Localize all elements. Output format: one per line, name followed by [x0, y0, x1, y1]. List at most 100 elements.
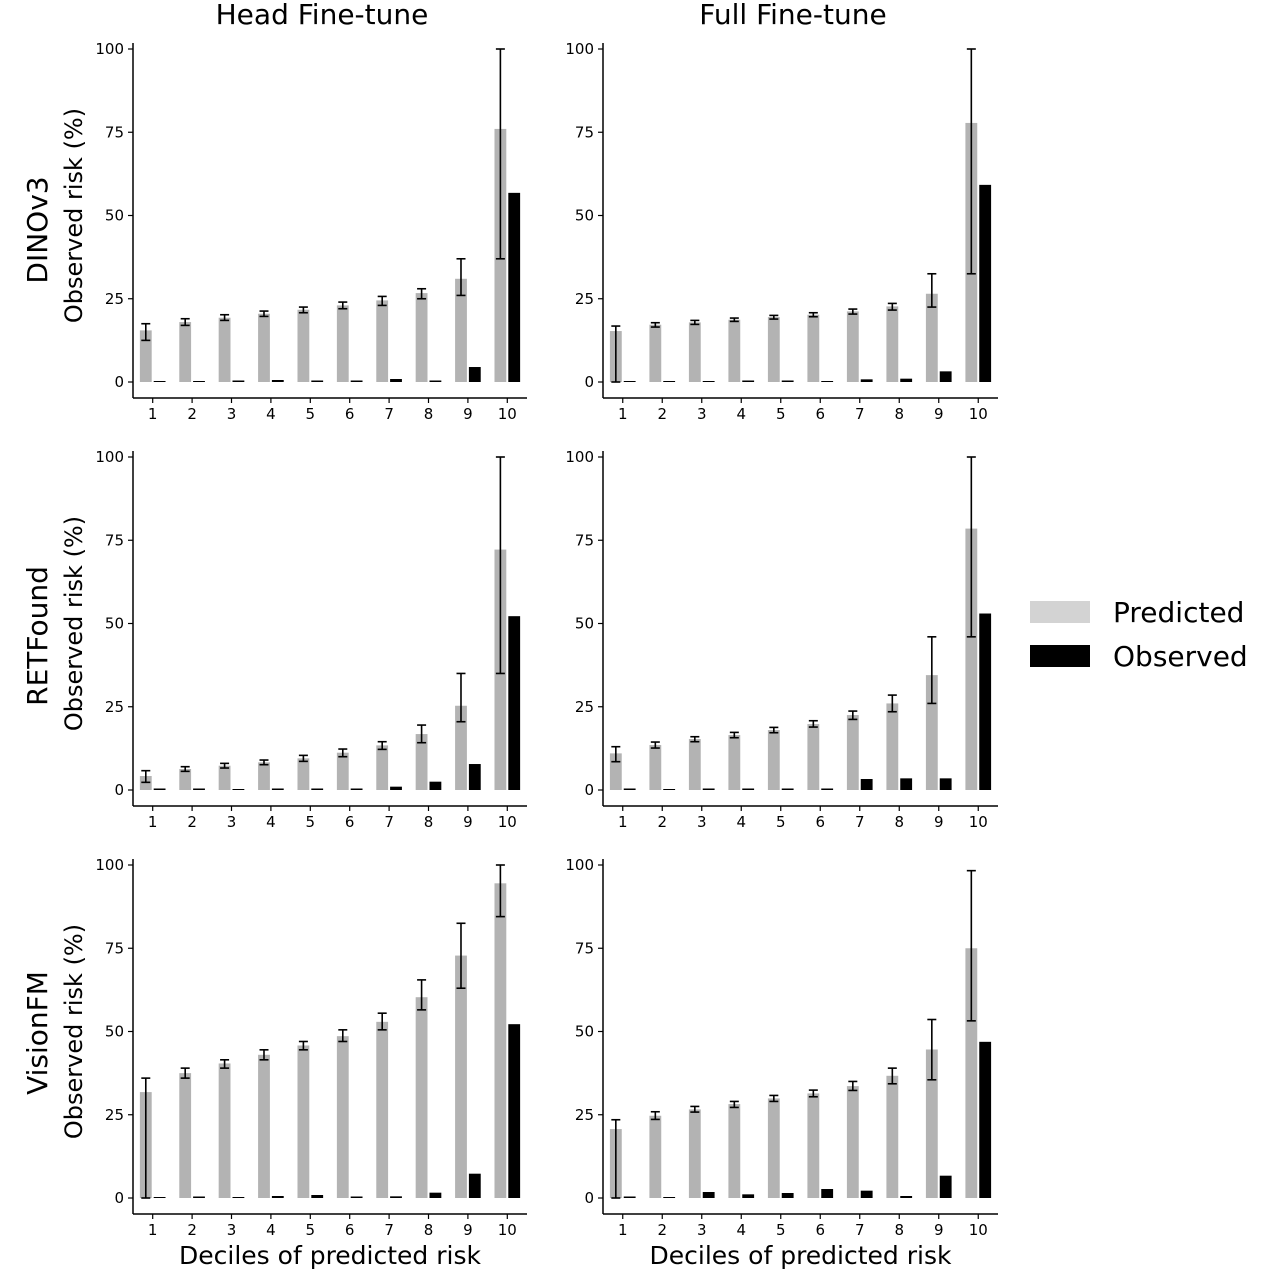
bar-predicted: [846, 715, 859, 790]
bar-observed: [311, 788, 324, 790]
x-tick-label: 4: [266, 1221, 276, 1239]
x-tick-label: 6: [815, 1221, 825, 1239]
bar-predicted: [649, 324, 662, 382]
bar-observed: [623, 381, 636, 382]
y-tick-label: 50: [575, 207, 594, 225]
bar-predicted: [455, 955, 467, 1198]
x-tick-label: 9: [463, 813, 473, 831]
x-tick-label: 2: [187, 1221, 197, 1239]
bar-predicted: [767, 317, 780, 382]
x-tick-label: 8: [894, 1221, 904, 1239]
y-tick-label: 75: [105, 939, 124, 957]
bar-predicted: [336, 1036, 349, 1198]
bar-observed: [232, 380, 245, 382]
bar-predicted: [179, 769, 192, 790]
bar-observed: [350, 788, 363, 790]
bar-predicted: [494, 883, 507, 1198]
y-tick-label: 0: [584, 373, 594, 391]
bar-predicted: [886, 703, 899, 790]
x-tick-label: 1: [148, 1221, 158, 1239]
bar-observed: [979, 1041, 992, 1198]
bar-observed: [623, 788, 636, 790]
x-tick-label: 7: [855, 405, 865, 423]
x-tick-label: 5: [776, 405, 786, 423]
x-tick-label: 6: [815, 813, 825, 831]
bar-observed: [153, 788, 166, 790]
y-tick-label: 75: [105, 531, 124, 549]
bar-observed: [468, 1173, 481, 1198]
bar-predicted: [139, 330, 152, 382]
panel-2: 0 25 50 75 100 1 2 3 4 5 6 7 8 9 10: [565, 40, 998, 423]
panel-1: 0 25 50 75 100 1 2 3 4 5 6 7 8 9 10 Observed risk (%): [60, 40, 527, 423]
y-tick-label: 100: [565, 448, 594, 466]
x-tick-label: 9: [934, 1221, 944, 1239]
bar-predicted: [218, 1063, 231, 1198]
bar-observed: [781, 380, 794, 382]
bar-predicted: [649, 1115, 662, 1198]
x-tick-label: 9: [934, 813, 944, 831]
legend: Predicted Observed: [1030, 596, 1248, 673]
bar-observed: [702, 1192, 715, 1198]
legend-swatch-predicted: [1030, 601, 1090, 623]
bar-predicted: [455, 278, 467, 382]
bar-observed: [232, 1197, 245, 1198]
legend-swatch-observed: [1030, 645, 1090, 667]
y-tick-label: 25: [105, 290, 124, 308]
bar-observed: [468, 764, 481, 790]
x-tick-label: 2: [657, 405, 667, 423]
bar-observed: [742, 788, 755, 790]
y-tick-label: 25: [575, 698, 594, 716]
y-tick-label: 75: [105, 123, 124, 141]
bar-predicted: [297, 1045, 310, 1198]
bar-observed: [900, 378, 913, 382]
x-tick-label: 9: [463, 405, 473, 423]
y-tick-label: 75: [575, 123, 594, 141]
x-tick-label: 4: [736, 1221, 746, 1239]
bar-predicted: [336, 305, 349, 382]
x-tick-label: 8: [894, 813, 904, 831]
bar-predicted: [728, 319, 741, 382]
bar-observed: [232, 789, 245, 790]
bar-observed: [702, 381, 715, 382]
bar-predicted: [767, 1098, 780, 1198]
bar-observed: [193, 381, 205, 382]
panel-5: 0 25 50 75 100 1 2 3 4 5 6 7 8 9 10 Observed risk (%) De…: [60, 856, 527, 1270]
panel-6: 0 25 50 75 100 1 2 3 4 5 6 7 8 9 10 Deciles of predicte…: [565, 856, 998, 1270]
y-tick-label: 75: [575, 531, 594, 549]
bar-observed: [939, 371, 952, 382]
bar-observed: [468, 367, 481, 382]
bar-observed: [153, 1197, 166, 1198]
bar-observed: [429, 380, 442, 382]
bar-predicted: [688, 1109, 701, 1198]
y-tick-label: 75: [575, 939, 594, 957]
bar-observed: [508, 1024, 521, 1198]
y-tick-label: 50: [575, 615, 594, 633]
y-tick-label: 50: [575, 1023, 594, 1041]
y-tick-label: 25: [105, 698, 124, 716]
x-tick-label: 6: [345, 813, 355, 831]
bar-predicted: [886, 306, 899, 382]
x-tick-label: 1: [618, 405, 628, 423]
bar-observed: [900, 778, 913, 790]
y-tick-label: 50: [105, 207, 124, 225]
bar-observed: [702, 788, 715, 790]
bar-predicted: [415, 734, 428, 790]
bar-predicted: [376, 745, 389, 790]
x-tick-label: 4: [266, 405, 276, 423]
bar-predicted: [846, 1086, 859, 1198]
x-tick-label: 1: [148, 813, 158, 831]
bar-predicted: [728, 735, 741, 790]
x-tick-label: 5: [306, 813, 316, 831]
bar-observed: [979, 184, 992, 382]
y-tick-label: 0: [584, 1189, 594, 1207]
bar-observed: [429, 781, 442, 790]
x-tick-label: 10: [498, 1221, 517, 1239]
panel-4: 0 25 50 75 100 1 2 3 4 5 6 7 8 9 10: [565, 448, 998, 831]
x-tick-label: 6: [345, 1221, 355, 1239]
x-tick-label: 8: [894, 405, 904, 423]
row-title-dinov3: DINOv3: [21, 176, 54, 283]
x-tick-label: 9: [463, 1221, 473, 1239]
legend-label-observed: Observed: [1113, 640, 1248, 673]
bar-predicted: [258, 1054, 270, 1198]
